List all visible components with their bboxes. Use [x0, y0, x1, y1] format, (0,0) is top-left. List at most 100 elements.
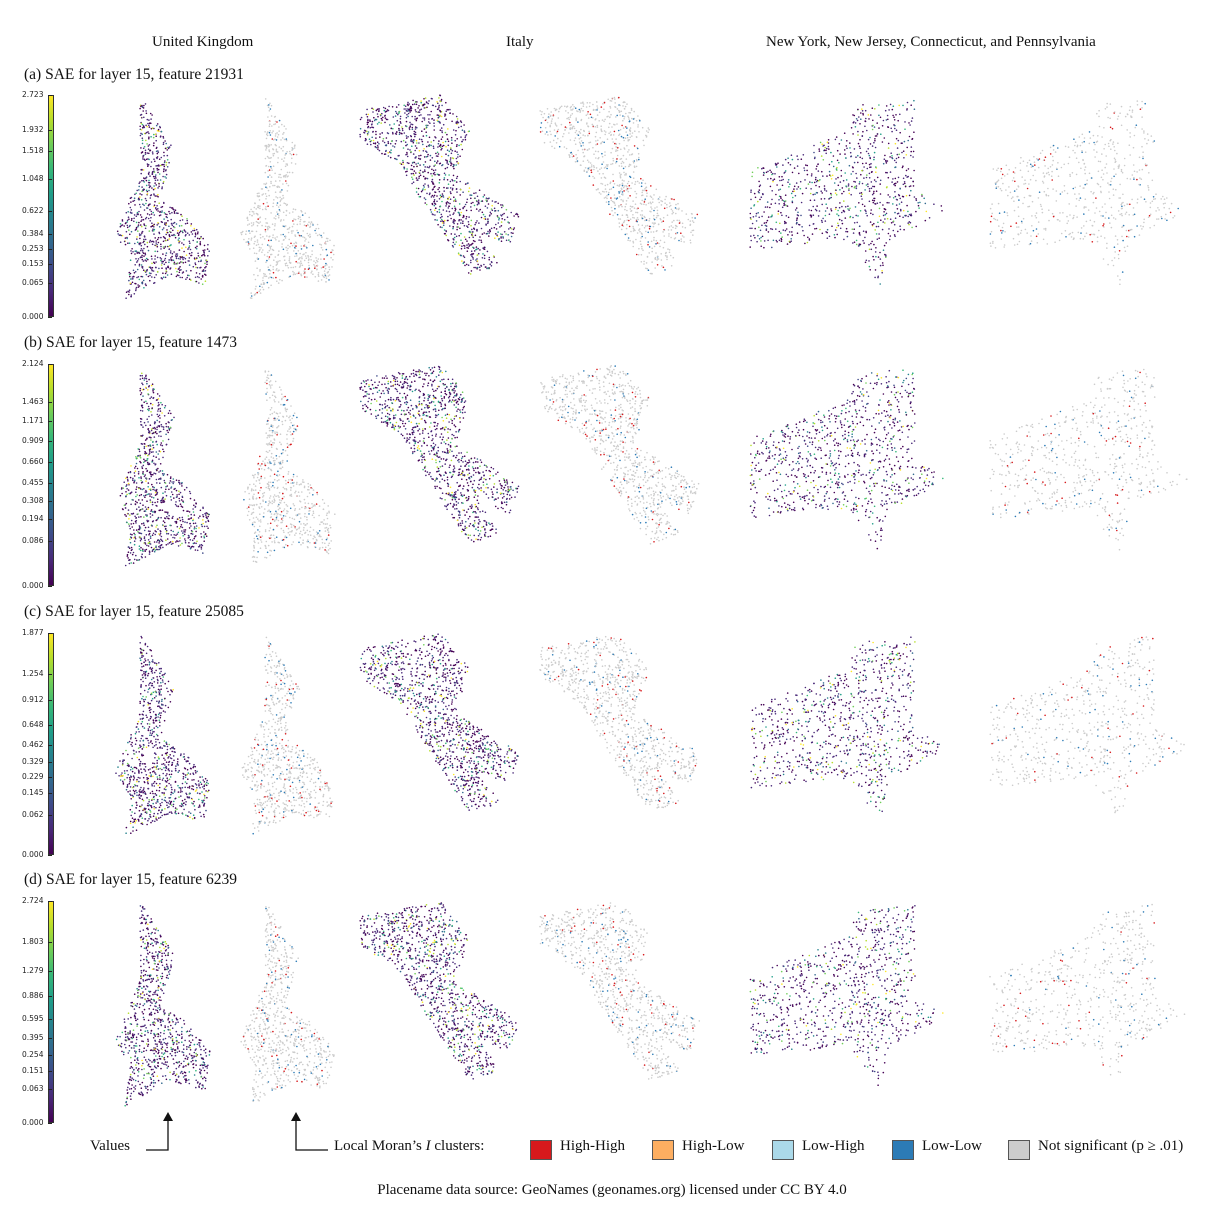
map-point — [678, 239, 680, 242]
map-point — [184, 261, 187, 264]
map-point — [147, 275, 150, 278]
map-point — [771, 173, 773, 176]
map-point — [166, 274, 169, 276]
map-point — [549, 115, 552, 117]
map-point — [478, 222, 480, 224]
map-point — [837, 214, 840, 217]
map-point — [632, 118, 635, 120]
map-point — [891, 108, 894, 111]
map-point — [141, 232, 143, 234]
map-point — [873, 156, 875, 159]
map-point — [371, 123, 373, 125]
map-point — [897, 176, 900, 179]
map-point — [1027, 205, 1029, 208]
map-point — [849, 151, 852, 154]
map-point — [207, 255, 209, 257]
map-point — [605, 190, 608, 193]
map-point — [651, 250, 653, 253]
map-point — [390, 152, 392, 154]
map-point — [412, 153, 415, 155]
map-point — [452, 213, 454, 216]
map-point — [876, 238, 879, 240]
map-point — [648, 227, 651, 230]
map-point — [188, 274, 190, 277]
map-point — [495, 228, 498, 230]
map-point — [422, 104, 425, 106]
map-point — [666, 258, 668, 261]
map-point — [413, 174, 415, 176]
map-point — [382, 106, 385, 109]
map-point — [140, 122, 143, 125]
map-point — [367, 131, 370, 133]
map-point — [427, 124, 429, 127]
map-point — [576, 157, 579, 159]
map-point — [126, 219, 129, 222]
map-point — [659, 245, 661, 248]
map-point — [295, 241, 297, 244]
map-point — [619, 128, 622, 131]
map-point — [911, 226, 913, 229]
map-point — [648, 217, 651, 220]
map-point — [165, 239, 167, 242]
map-point — [262, 277, 264, 279]
map-point — [249, 297, 252, 299]
map-point — [152, 144, 155, 147]
map-point — [428, 100, 430, 102]
map-point — [427, 121, 430, 123]
map-point — [803, 169, 806, 172]
map-point — [857, 161, 859, 164]
map-point — [270, 182, 272, 185]
map-point — [136, 268, 139, 271]
map-point — [1103, 127, 1105, 129]
map-point — [443, 172, 446, 175]
map-point — [650, 185, 652, 187]
map-point — [457, 226, 460, 228]
map-point — [843, 200, 845, 202]
map-point — [579, 136, 582, 139]
map-point — [369, 126, 372, 129]
map-point — [300, 274, 303, 277]
map-point — [452, 174, 455, 177]
map-point — [150, 216, 152, 219]
map-point — [313, 260, 315, 262]
map-point — [571, 126, 574, 129]
map-point — [879, 179, 882, 182]
map-point — [1091, 233, 1093, 236]
map-point — [658, 242, 660, 245]
map-point — [413, 165, 415, 168]
map-point — [691, 229, 694, 232]
map-point — [168, 210, 170, 213]
map-point — [796, 222, 798, 224]
map-point — [1077, 231, 1080, 234]
map-point — [447, 198, 449, 201]
map-point — [290, 242, 292, 245]
map-point — [441, 130, 443, 132]
map-point — [139, 196, 141, 198]
map-point — [168, 238, 170, 240]
map-point — [897, 156, 900, 159]
map-point — [1059, 212, 1061, 214]
map-point — [833, 234, 836, 236]
map-point — [454, 150, 457, 152]
map-point — [130, 230, 133, 233]
map-point — [868, 243, 870, 246]
map-point — [427, 102, 430, 105]
map-point — [630, 209, 633, 212]
map-point — [565, 110, 567, 112]
map-point — [877, 275, 879, 278]
map-point — [860, 192, 863, 194]
map-point — [611, 209, 613, 212]
map-point — [632, 177, 635, 179]
map-point — [459, 155, 461, 157]
map-point — [621, 160, 624, 163]
map-point — [455, 241, 458, 243]
map-point — [468, 223, 470, 226]
map-point — [614, 204, 616, 206]
map-point — [438, 198, 441, 200]
map-point — [304, 268, 306, 270]
map-point — [314, 276, 317, 278]
map-point — [157, 171, 159, 174]
map-point — [385, 144, 388, 147]
map-point — [275, 215, 277, 217]
map-point — [278, 209, 281, 211]
